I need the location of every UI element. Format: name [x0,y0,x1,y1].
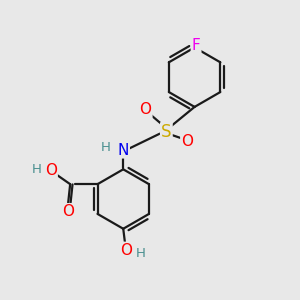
Text: O: O [120,243,132,258]
Text: O: O [45,163,57,178]
Text: H: H [32,163,41,176]
Text: S: S [161,123,172,141]
Text: H: H [136,247,146,260]
Text: O: O [181,134,193,148]
Text: O: O [140,102,152,117]
Text: N: N [118,142,129,158]
Text: H: H [100,141,110,154]
Text: O: O [62,204,74,219]
Text: F: F [192,38,200,52]
